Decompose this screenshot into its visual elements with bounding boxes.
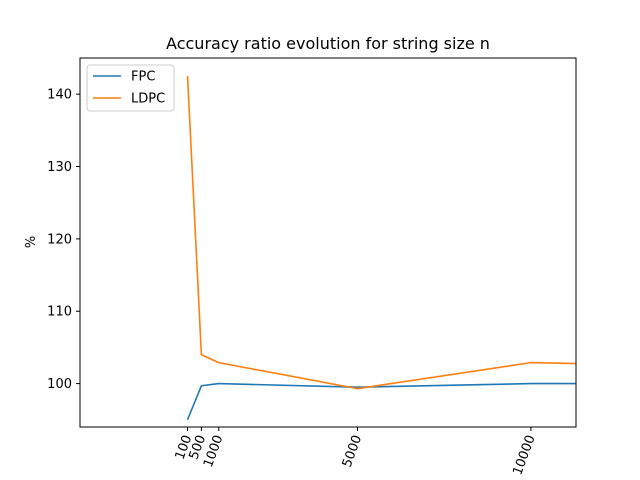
chart-title: Accuracy ratio evolution for string size…	[166, 34, 490, 53]
y-tick-label: 120	[47, 232, 72, 247]
legend: FPC LDPC	[86, 64, 175, 112]
y-axis-label: %	[24, 236, 39, 248]
y-tick-label: 130	[47, 160, 72, 175]
y-tick-label: 110	[47, 305, 72, 320]
series-line-fpc	[186, 382, 576, 421]
plot-frame	[79, 57, 577, 428]
y-tick-label: 100	[47, 377, 72, 392]
legend-label: LDPC	[131, 92, 165, 107]
series-line-ldpc	[186, 76, 576, 390]
series-layer	[186, 76, 576, 421]
legend-label: FPC	[131, 70, 155, 85]
y-tick-label: 140	[47, 88, 72, 103]
